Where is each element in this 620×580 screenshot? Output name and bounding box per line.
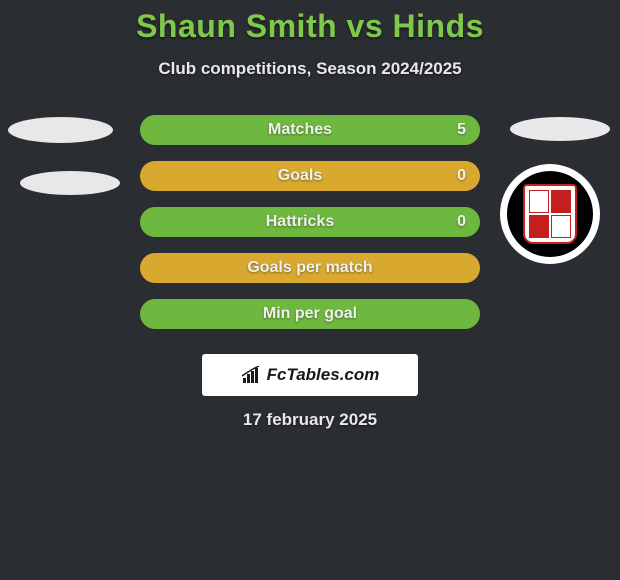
stat-row: Matches5	[140, 115, 480, 145]
stat-value: 5	[446, 121, 466, 139]
brand-text: FcTables.com	[267, 365, 380, 385]
comparison-chart: Matches5Goals0Hattricks0Goals per matchM…	[0, 107, 620, 337]
page-title: Shaun Smith vs Hinds	[0, 0, 620, 45]
stat-label: Goals	[154, 167, 446, 185]
stat-value: 0	[446, 167, 466, 185]
stat-row: Min per goal	[140, 299, 480, 329]
stat-value: 0	[446, 213, 466, 231]
stat-row: Hattricks0	[140, 207, 480, 237]
stat-label: Goals per match	[154, 259, 466, 277]
avatar-placeholder-right	[510, 117, 610, 141]
stat-label: Matches	[154, 121, 446, 139]
avatar-placeholder-left-2	[20, 171, 120, 195]
brand-box: FcTables.com	[202, 354, 418, 396]
stat-label: Hattricks	[154, 213, 446, 231]
brand-chart-icon	[241, 366, 263, 384]
stat-row: Goals0	[140, 161, 480, 191]
date-text: 17 february 2025	[243, 410, 377, 430]
stat-label: Min per goal	[154, 305, 466, 323]
page-subtitle: Club competitions, Season 2024/2025	[0, 59, 620, 79]
avatar-placeholder-left-1	[8, 117, 113, 143]
club-badge	[500, 164, 600, 264]
stat-row: Goals per match	[140, 253, 480, 283]
shield-icon	[523, 184, 577, 244]
